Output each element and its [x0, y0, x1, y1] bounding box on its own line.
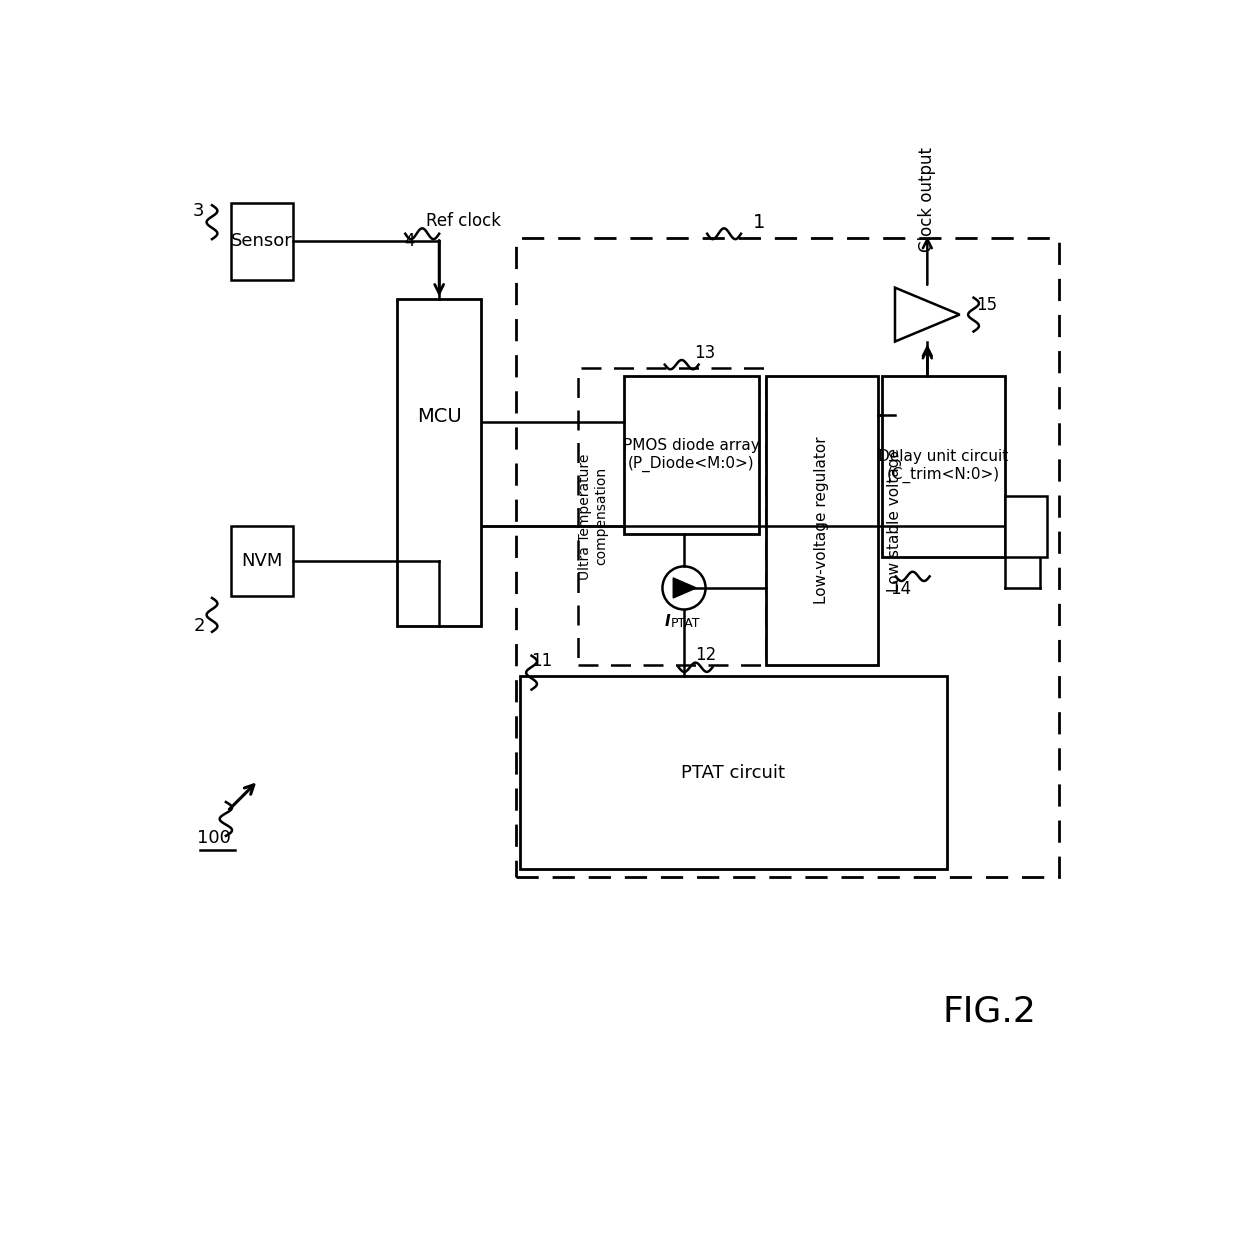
Bar: [516, 237, 1059, 877]
Text: PTAT circuit: PTAT circuit: [681, 764, 785, 781]
Text: I: I: [665, 615, 670, 630]
Text: 2: 2: [193, 617, 205, 636]
Bar: [397, 299, 481, 626]
Bar: [231, 527, 293, 596]
Text: PMOS diode array
(P_Diode<M:0>): PMOS diode array (P_Diode<M:0>): [622, 438, 759, 472]
Text: Clock output: Clock output: [919, 147, 936, 252]
Text: 100: 100: [197, 830, 231, 847]
Text: PTAT: PTAT: [671, 617, 701, 630]
Bar: [231, 202, 293, 279]
Bar: [520, 677, 947, 869]
Bar: [578, 369, 766, 664]
Text: Low-voltage regulator: Low-voltage regulator: [815, 436, 830, 604]
Text: 15: 15: [976, 297, 997, 314]
Polygon shape: [673, 578, 697, 597]
Text: Sensor: Sensor: [231, 232, 293, 251]
Text: 12: 12: [694, 646, 717, 664]
Text: MCU: MCU: [417, 406, 461, 426]
Text: Delay unit circuit
(C_trim<N:0>): Delay unit circuit (C_trim<N:0>): [878, 450, 1008, 483]
Bar: [766, 376, 878, 664]
Text: L2H: L2H: [914, 312, 941, 325]
Text: 11: 11: [531, 652, 552, 671]
Text: 13: 13: [694, 344, 715, 363]
Text: FIG.2: FIG.2: [942, 995, 1037, 1028]
Text: NVM: NVM: [242, 551, 283, 570]
Bar: [1006, 496, 1048, 558]
Text: Ref clock: Ref clock: [427, 211, 501, 230]
Text: 14: 14: [890, 580, 911, 599]
Text: 4: 4: [404, 232, 415, 251]
Bar: [624, 376, 759, 534]
Text: 3: 3: [193, 201, 205, 220]
Text: 1: 1: [753, 212, 765, 232]
Text: Low stable voltage: Low stable voltage: [888, 448, 903, 592]
Polygon shape: [895, 288, 960, 342]
Bar: [882, 376, 1006, 558]
Text: Ultra Temperature
compensation: Ultra Temperature compensation: [578, 453, 609, 580]
